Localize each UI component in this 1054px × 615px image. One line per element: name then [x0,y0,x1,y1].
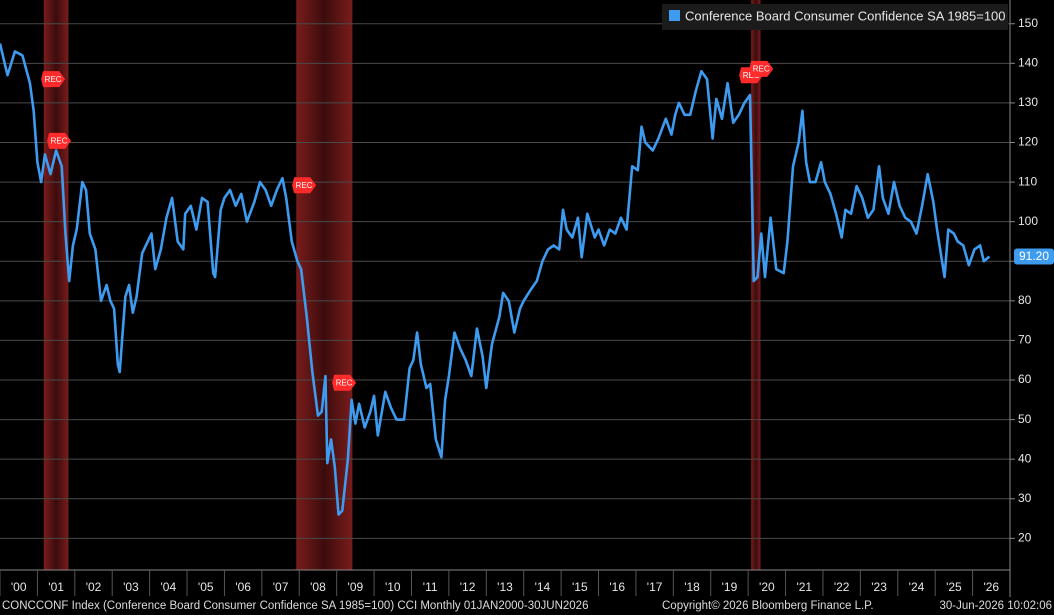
x-tick-label: '16 [609,580,625,594]
x-tick-label: '13 [497,580,513,594]
y-tick-label: 60 [1018,372,1032,386]
y-tick-label: 140 [1018,56,1038,70]
x-tick-label: '26 [983,580,999,594]
x-tick-label: '04 [161,580,177,594]
x-tick-label: '15 [572,580,588,594]
x-tick-label: '06 [235,580,251,594]
x-tick-label: '24 [909,580,925,594]
y-tick-label: 110 [1018,174,1037,188]
y-tick-label: 50 [1018,412,1032,426]
legend-swatch [669,10,680,21]
x-tick-label: '08 [310,580,326,594]
last-value-tag [1014,248,1054,265]
recession-band [296,0,353,570]
rec-marker [41,71,66,88]
x-tick-label: '14 [535,580,551,594]
rec-marker-label: REC [45,75,62,84]
footer-timestamp: 30-Jun-2026 10:02:06 [939,600,1052,612]
x-tick-label: '09 [348,580,364,594]
y-tick-label: 100 [1018,214,1038,228]
x-tick-label: '01 [48,580,64,594]
x-tick-label: '07 [273,580,289,594]
x-tick-label: '23 [871,580,887,594]
x-tick-label: '10 [385,580,401,594]
footer-left: CONCCONF Index (Conference Board Consume… [2,600,588,612]
x-tick-label: '25 [946,580,962,594]
x-tick-label: '22 [834,580,850,594]
recession-band [43,0,69,570]
x-tick-label: '11 [423,580,438,594]
footer-copyright: Copyright© 2026 Bloomberg Finance L.P. [662,600,874,612]
rec-marker [749,60,774,77]
legend-box [662,4,1008,30]
y-tick-label: 70 [1018,333,1032,347]
y-tick-label: 30 [1018,491,1032,505]
x-tick-label: '17 [647,580,663,594]
series-line [0,43,991,516]
x-tick-label: '19 [722,580,738,594]
y-tick-label: 130 [1018,95,1038,109]
x-tick-label: '05 [198,580,214,594]
y-tick-label: 150 [1018,16,1038,30]
x-tick-label: '21 [796,580,812,594]
last-value-label: 91.20 [1019,249,1049,263]
x-tick-label: '03 [123,580,139,594]
y-tick-label: 120 [1018,135,1038,149]
y-tick-label: 20 [1018,531,1032,545]
rec-marker-label: REC [336,378,353,387]
x-tick-label: '00 [11,580,27,594]
rec-marker [47,132,72,149]
rec-marker [332,374,357,391]
y-tick-label: 80 [1018,293,1032,307]
rec-marker-label: REC [296,181,313,190]
y-tick-label: 40 [1018,451,1032,465]
rec-marker [292,177,317,194]
rec-marker-label: REC [753,64,770,73]
rec-marker-label: REC [51,137,68,146]
x-tick-label: '18 [684,580,700,594]
x-tick-label: '02 [86,580,102,594]
legend-label: Conference Board Consumer Confidence SA … [685,8,1006,23]
x-tick-label: '12 [460,580,476,594]
recession-band [751,0,761,570]
x-tick-label: '20 [759,580,775,594]
